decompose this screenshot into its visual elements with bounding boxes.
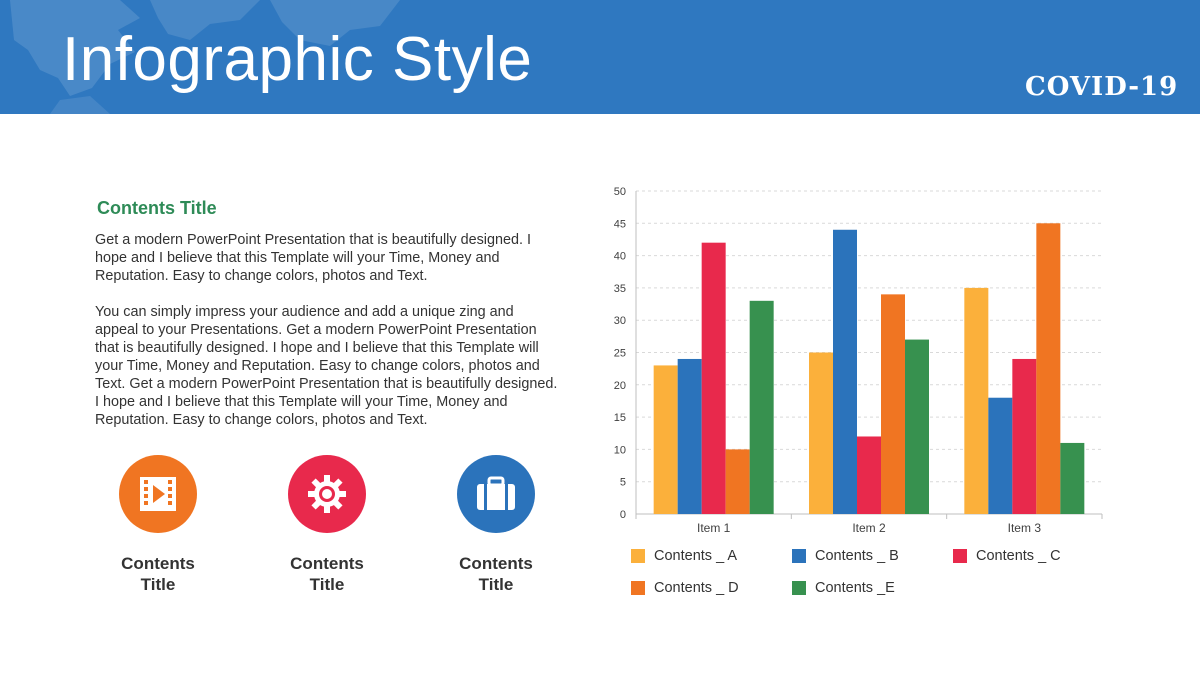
x-tick-label: Item 1 [697,521,731,535]
gear-icon [308,475,346,513]
bar [677,358,702,514]
text-line: appeal to your Presentations. Get a mode… [95,322,537,338]
text-line: Reputation. Easy to change colors, photo… [95,412,428,428]
legend-swatch [792,549,806,563]
y-tick-label: 45 [614,218,626,230]
briefcase-icon [477,476,515,510]
y-tick-label: 0 [620,509,626,521]
legend-label: Contents _ A [654,548,738,564]
y-tick-label: 10 [614,444,626,456]
bar-chart: 0 5 10 15 20 25 30 35 40 45 50 Item 1 Item 2 Item 3 [614,186,1103,535]
legend-swatch [953,549,967,563]
bar [809,352,833,514]
icon-label-3: Contents Title [459,554,533,594]
contents-title: Contents Title [97,198,217,218]
bar [964,287,989,514]
video-icon-circle [119,455,197,533]
bar [881,294,905,514]
description-paragraph-1: Get a modern PowerPoint Presentation tha… [95,231,587,285]
text-line: that is beautifully designed. I hope and… [95,340,539,356]
x-tick-label: Item 3 [1008,521,1042,535]
bar [1060,442,1085,514]
text-line: You can simply impress your audience and… [95,304,514,320]
legend-label: Contents _ D [654,580,739,596]
header-banner: Infographic Style COVID-19 [0,0,1200,114]
legend-swatch [631,581,645,595]
icon-label-1: Contents Title [121,554,195,594]
legend-label: Contents _ B [815,548,899,564]
y-tick-label: 50 [614,186,626,198]
briefcase-icon-circle [457,455,535,533]
icon-label-2: Contents Title [290,554,364,594]
text-line: Reputation. Easy to change colors, photo… [95,268,428,284]
text-line: Text. Get a modern PowerPoint Presentati… [95,376,558,392]
video-icon [140,477,176,511]
y-tick-label: 15 [614,412,626,424]
gear-icon-circle [288,455,366,533]
text-line: I hope and I believe that this Template … [95,394,508,410]
y-tick-label: 25 [614,348,626,360]
text-line: your Time, Money and Reputation. Easy to… [95,358,540,374]
page-title: Infographic Style [62,25,533,94]
legend-label: Contents _E [815,580,895,596]
bar [988,397,1013,514]
bar [701,242,726,514]
world-map-decoration [10,0,400,114]
text-line: hope and I believe that this Template wi… [95,250,500,266]
bar [857,436,881,514]
text-line: Get a modern PowerPoint Presentation tha… [95,232,531,248]
y-tick-label: 40 [614,251,626,263]
bar [833,229,857,514]
y-tick-label: 20 [614,380,626,392]
covid-badge: COVID-19 [1025,72,1179,102]
y-tick-label: 30 [614,315,626,327]
bar [653,365,678,514]
y-tick-label: 35 [614,283,626,295]
legend-swatch [792,581,806,595]
bar [725,449,750,514]
legend-label: Contents _ C [976,548,1061,564]
legend-swatch [631,549,645,563]
bar [905,339,929,514]
x-tick-label: Item 2 [852,521,886,535]
bar [1036,223,1061,515]
description-paragraph-2: You can simply impress your audience and… [95,303,587,429]
bar [1012,358,1037,514]
bar [749,300,774,514]
y-tick-label: 5 [620,477,626,489]
